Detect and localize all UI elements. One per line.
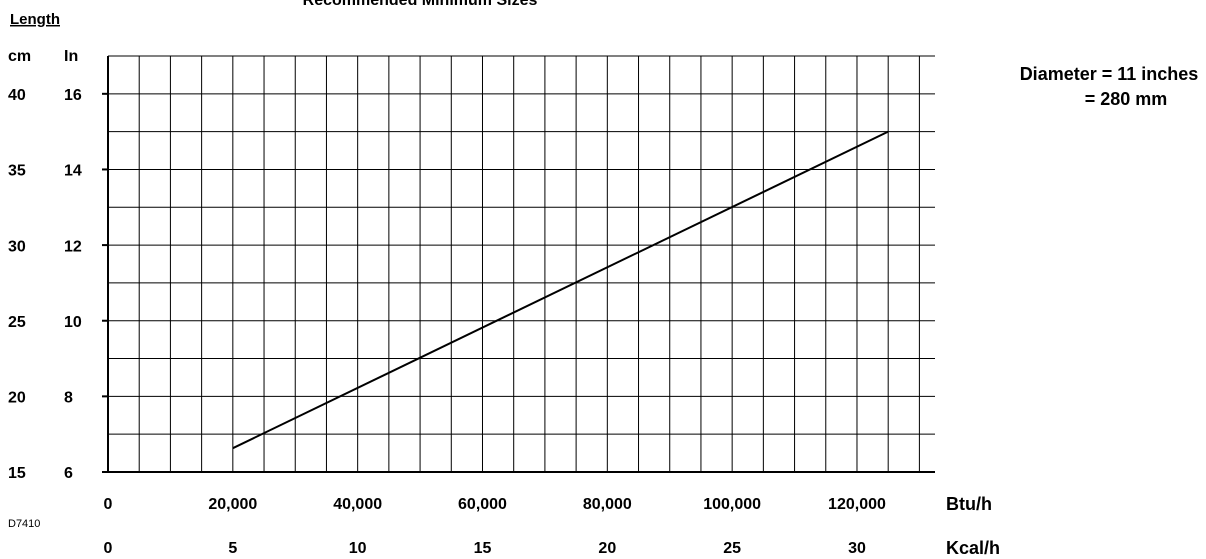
y-tick-label: 6 (64, 465, 73, 482)
x2-tick-label: 30 (848, 540, 866, 557)
x-tick-label: 60,000 (458, 496, 507, 513)
y-tick-label: 14 (64, 163, 82, 180)
y-heading: Length (10, 11, 60, 28)
x-tick-label: 40,000 (333, 496, 382, 513)
x2-tick-label: 20 (598, 540, 616, 557)
chart-title: Recommended Minimum Sizes (303, 0, 538, 9)
y-label: In (64, 48, 78, 65)
x-tick-label: 0 (104, 496, 113, 513)
y-tick-label: 16 (64, 87, 82, 104)
y2-tick-label: 30 (8, 238, 26, 255)
x2-tick-label: 5 (228, 540, 237, 557)
y2-tick-label: 35 (8, 163, 26, 180)
x2-tick-label: 0 (104, 540, 113, 557)
annotation: = 280 mm (1085, 89, 1168, 109)
x2-tick-label: 25 (723, 540, 741, 557)
y2-tick-label: 15 (8, 465, 26, 482)
y-tick-label: 12 (64, 238, 82, 255)
x-tick-label: 80,000 (583, 496, 632, 513)
x-tick-label: 100,000 (703, 496, 761, 513)
x-tick-label: 120,000 (828, 496, 886, 513)
y-tick-label: 8 (64, 390, 73, 407)
annotation: Diameter = 11 inches (1020, 64, 1199, 84)
x2-label: Kcal/h (946, 538, 1000, 558)
x-label: Btu/h (946, 494, 992, 514)
y2-label: cm (8, 48, 31, 65)
y-tick-label: 10 (64, 314, 82, 331)
x2-tick-label: 10 (349, 540, 367, 557)
y2-tick-label: 25 (8, 314, 26, 331)
x-tick-label: 20,000 (208, 496, 257, 513)
data-line (232, 130, 889, 450)
x2-tick-label: 15 (474, 540, 492, 557)
y2-tick-label: 20 (8, 390, 26, 407)
figure-code: D7410 (8, 518, 40, 530)
y2-tick-label: 40 (8, 87, 26, 104)
